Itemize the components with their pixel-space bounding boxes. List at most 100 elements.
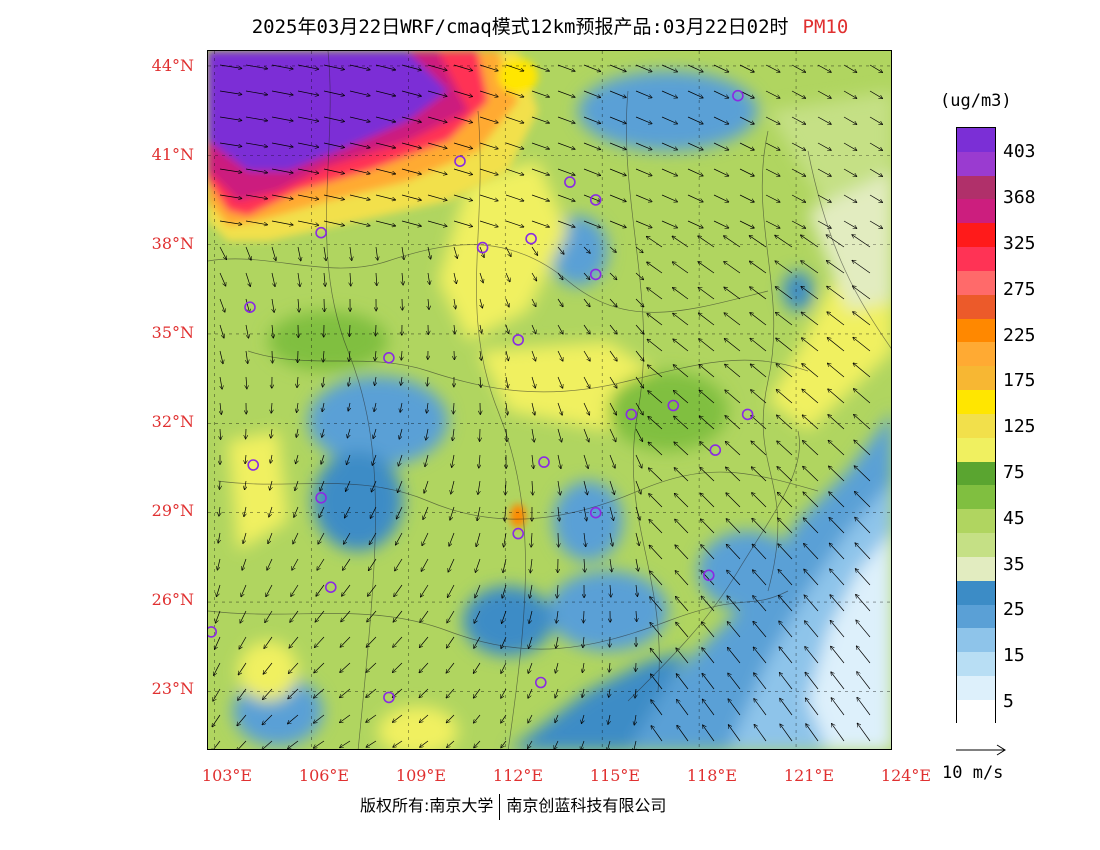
- wind-vector: [427, 64, 447, 70]
- wind-vector: [501, 636, 507, 648]
- lat-label-29: 29°N: [151, 501, 194, 520]
- wind-vector: [531, 350, 536, 361]
- wind-vector: [635, 324, 644, 334]
- wind-vector: [661, 220, 677, 228]
- wind-vector: [343, 558, 351, 570]
- wind-vector: [529, 610, 533, 623]
- wind-vector: [687, 194, 703, 202]
- wind-vector: [647, 237, 663, 248]
- wind-vector: [501, 714, 507, 723]
- wind-vector: [713, 168, 729, 176]
- colorbar-cell: [957, 628, 995, 653]
- wind-vector: [220, 402, 221, 414]
- wind-vector: [805, 647, 819, 664]
- colorbar-label-45: 45: [1003, 508, 1025, 529]
- city-marker: [476, 241, 489, 254]
- wind-vector: [583, 194, 600, 201]
- wind-vector: [401, 90, 421, 96]
- wind-vector: [843, 220, 857, 228]
- wind-vector: [505, 480, 506, 495]
- wind-vector: [700, 468, 715, 482]
- wind-vector: [480, 298, 482, 308]
- wind-vector: [531, 220, 549, 227]
- wind-vector: [636, 610, 637, 621]
- wind-vector: [675, 519, 689, 534]
- wind-vector: [584, 558, 585, 572]
- wind-vector: [264, 636, 273, 648]
- wind-vector: [368, 584, 377, 596]
- wind-vector: [531, 64, 549, 71]
- wind-vector: [725, 390, 741, 404]
- wind-vector: [635, 506, 640, 520]
- wind-vector: [817, 194, 831, 202]
- wind-vector: [293, 532, 299, 544]
- wind-vector: [449, 532, 455, 546]
- wind-vector: [843, 64, 857, 72]
- map-canvas: [208, 51, 891, 749]
- wind-vector: [476, 532, 481, 547]
- wind-vector: [446, 662, 455, 673]
- boundary-lines: [208, 51, 891, 749]
- colorbar-cell: [957, 342, 995, 367]
- wind-vector: [676, 622, 689, 638]
- wind-vector: [393, 740, 403, 747]
- city-marker: [208, 626, 217, 638]
- colorbar-label-403: 403: [1003, 141, 1036, 162]
- city-marker: [589, 268, 602, 281]
- city-marker: [534, 676, 547, 689]
- wind-vector: [298, 272, 300, 286]
- wind-vector: [869, 64, 882, 72]
- wind-vector: [340, 740, 351, 748]
- wind-vector: [427, 142, 447, 148]
- pm10-forecast-map: [207, 50, 892, 750]
- wind-vector: [583, 506, 587, 521]
- wind-vector: [650, 597, 663, 612]
- wind-vector: [531, 116, 549, 123]
- wind-vector: [315, 636, 325, 647]
- wind-vector: [531, 194, 549, 201]
- wind-vector: [314, 714, 325, 723]
- wind-vector: [754, 699, 767, 716]
- wind-vector: [830, 543, 845, 560]
- wind-vector: [451, 480, 455, 494]
- wind-vector: [803, 467, 819, 482]
- wind-vector: [713, 220, 729, 228]
- colorbar-label-225: 225: [1003, 325, 1036, 346]
- wind-vector: [673, 262, 689, 274]
- wind-vector: [479, 194, 498, 201]
- wind-vector: [698, 288, 715, 300]
- wind-vector: [374, 402, 376, 411]
- wind-vector: [219, 246, 226, 259]
- wind-vector: [271, 402, 272, 413]
- wind-vector: [474, 610, 481, 623]
- wind-vector: [394, 584, 403, 596]
- wind-vector: [687, 90, 703, 98]
- wind-vector: [532, 428, 534, 442]
- wind-vector: [427, 376, 428, 386]
- wind-vector: [752, 519, 767, 534]
- wind-vector: [216, 610, 221, 623]
- wind-vector: [635, 220, 652, 228]
- wind-vector: [609, 376, 617, 388]
- wind-vector: [419, 688, 429, 698]
- wind-vector: [699, 390, 715, 404]
- wind-vector: [687, 116, 703, 124]
- wind-vector: [676, 597, 689, 612]
- city-marker: [383, 351, 395, 364]
- wind-vector: [272, 298, 274, 312]
- wind-vector: [479, 142, 498, 149]
- wind-vector: [297, 142, 319, 147]
- wind-vector: [400, 402, 402, 412]
- wind-vector: [728, 648, 741, 664]
- wind-vector: [674, 468, 689, 482]
- wind-vector: [581, 740, 585, 749]
- wind-vector: [765, 64, 780, 72]
- wind-vector: [447, 740, 455, 747]
- wind-vector: [801, 235, 819, 248]
- wind-vector: [323, 142, 344, 148]
- wind-vector: [367, 610, 377, 622]
- wind-vector: [505, 90, 524, 97]
- wind-vector: [453, 64, 472, 71]
- wind-vector: [505, 116, 524, 123]
- wind-vector: [505, 194, 524, 201]
